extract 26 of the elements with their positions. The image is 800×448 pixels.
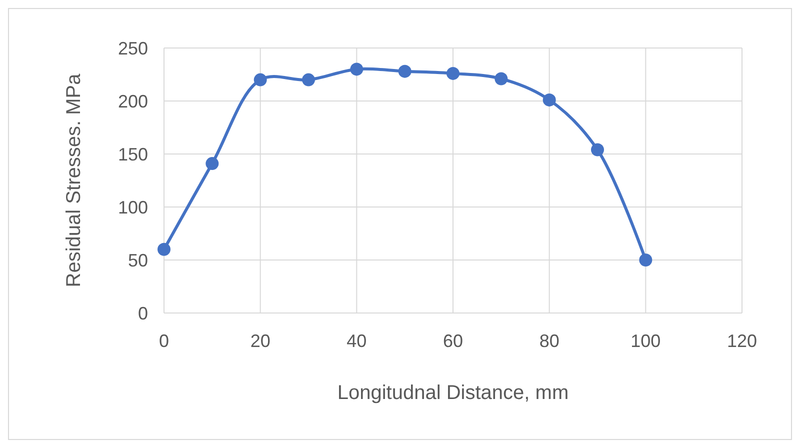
point <box>591 143 604 156</box>
x-tick-label: 120 <box>726 331 758 351</box>
x-tick-label: 100 <box>630 331 661 351</box>
y-tick-label: 200 <box>118 91 148 112</box>
point <box>158 242 170 256</box>
x-tick-label: 60 <box>442 331 464 351</box>
point <box>542 93 556 106</box>
point <box>206 157 219 170</box>
y-tick-label: 100 <box>118 197 148 218</box>
point <box>446 66 460 80</box>
y-tick-label: 0 <box>138 303 148 324</box>
y-tick-label: 150 <box>118 144 148 164</box>
y-tick-label: 250 <box>118 38 148 58</box>
x-tick-label: 0 <box>158 331 170 351</box>
point <box>302 73 315 86</box>
point <box>494 72 508 86</box>
point <box>350 62 364 76</box>
point <box>398 64 412 78</box>
y-tick-label: 50 <box>128 250 148 270</box>
y-axis-title: Residual Stresses. MPa <box>63 72 85 288</box>
x-tick-label: 20 <box>250 331 270 351</box>
point <box>254 73 267 86</box>
x-tick-label: 80 <box>539 331 560 351</box>
x-axis-title: Longitudnal Distance, mm <box>337 382 569 404</box>
x-tick-label: 40 <box>346 331 367 351</box>
point <box>639 254 652 266</box>
